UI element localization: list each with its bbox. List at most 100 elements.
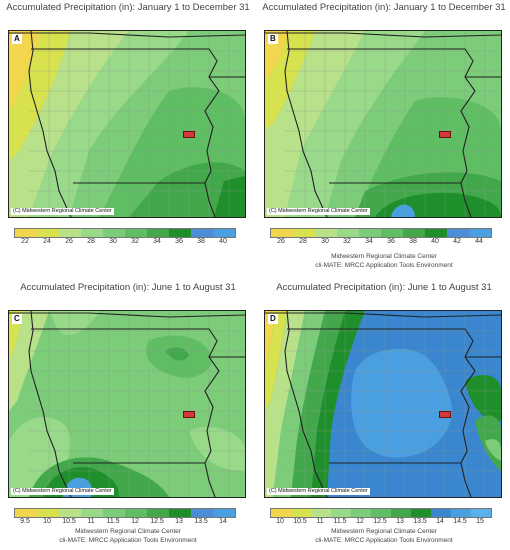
legend-swatch	[103, 229, 125, 237]
legend-tick-label: 24	[43, 238, 51, 245]
legend-swatch	[271, 229, 293, 237]
legend-swatch	[81, 509, 103, 517]
panel-title: Accumulated Precipitation (in): June 1 t…	[4, 282, 252, 293]
legend-tick-label: 14	[219, 518, 227, 525]
panel-title: Accumulated Precipitation (in): January …	[260, 2, 508, 13]
legend-swatch	[431, 509, 451, 517]
legend-swatch	[469, 229, 491, 237]
legend-swatches	[270, 228, 492, 238]
legend-swatch	[191, 229, 213, 237]
boundaries-overlay	[9, 31, 245, 217]
legend-swatch	[37, 229, 59, 237]
legend-swatch	[15, 229, 37, 237]
panel-letter: B	[268, 34, 278, 44]
legend-tick-label: 12.5	[150, 518, 164, 525]
legend-swatch	[59, 229, 81, 237]
panel-c: Accumulated Precipitation (in): June 1 t…	[4, 280, 252, 550]
location-marker	[183, 131, 195, 138]
legend-swatch	[411, 509, 431, 517]
location-marker	[183, 411, 195, 418]
precipitation-map: A (C) Midwestern Regional Climate Center	[8, 30, 246, 218]
precipitation-map: B (C) Midwestern Regional Climate Center	[264, 30, 502, 218]
legend-tick-label: 30	[109, 238, 117, 245]
legend-tick-label: 42	[453, 238, 461, 245]
legend-tick-label: 11	[316, 518, 323, 525]
legend-swatch	[471, 509, 491, 517]
legend-ticks: 26 28 30 32 34 36 38 40 42 44	[264, 238, 500, 248]
credit-line-2: cli-MATE: MRCC Application Tools Environ…	[4, 537, 252, 544]
legend-swatch	[371, 509, 391, 517]
panel-b: Accumulated Precipitation (in): January …	[260, 0, 508, 270]
legend-swatch	[169, 229, 191, 237]
legend-tick-label: 10.5	[293, 518, 307, 525]
legend-tick-label: 40	[431, 238, 439, 245]
panel-title: Accumulated Precipitation (in): January …	[4, 2, 252, 13]
legend-ticks: 10 10.5 11 11.5 12 12.5 13 13.5 14 14.5 15	[264, 518, 500, 528]
legend-tick-label: 10	[43, 518, 51, 525]
legend-tick-label: 11	[87, 518, 94, 525]
legend-tick-label: 12.5	[373, 518, 387, 525]
legend-swatch	[315, 229, 337, 237]
credit-line-1: Midwestern Regional Climate Center	[260, 528, 508, 535]
boundaries-overlay	[9, 311, 245, 497]
legend-ticks: 9.5 10 10.5 11 11.5 12 12.5 13 13.5 14	[8, 518, 244, 528]
map-copyright: (C) Midwestern Regional Climate Center	[11, 208, 114, 215]
legend-swatches	[14, 508, 236, 518]
credit-line-1: Midwestern Regional Climate Center	[4, 528, 252, 535]
legend-swatch	[311, 509, 331, 517]
map-copyright: (C) Midwestern Regional Climate Center	[267, 208, 370, 215]
legend-tick-label: 30	[321, 238, 329, 245]
map-copyright: (C) Midwestern Regional Climate Center	[11, 488, 114, 495]
precipitation-map: D (C) Midwestern Regional Climate Center	[264, 310, 502, 498]
legend-swatch	[125, 509, 147, 517]
legend-swatches	[14, 228, 236, 238]
legend-tick-label: 34	[153, 238, 161, 245]
legend-tick-label: 36	[175, 238, 183, 245]
color-legend: 22 24 26 28 30 32 34 36 38 40	[8, 228, 244, 258]
legend-swatch	[351, 509, 371, 517]
location-marker	[439, 411, 451, 418]
legend-tick-label: 13	[396, 518, 404, 525]
legend-tick-label: 12	[356, 518, 364, 525]
legend-swatch	[337, 229, 359, 237]
legend-tick-label: 32	[343, 238, 351, 245]
legend-swatch	[291, 509, 311, 517]
legend-swatch	[191, 509, 213, 517]
legend-tick-label: 44	[475, 238, 483, 245]
legend-swatch	[447, 229, 469, 237]
legend-swatch	[451, 509, 471, 517]
legend-swatches	[270, 508, 492, 518]
legend-tick-label: 28	[87, 238, 95, 245]
legend-tick-label: 26	[65, 238, 73, 245]
legend-tick-label: 10.5	[62, 518, 76, 525]
panel-a: Accumulated Precipitation (in): January …	[4, 0, 252, 270]
legend-tick-label: 12	[131, 518, 139, 525]
location-marker	[439, 131, 451, 138]
legend-tick-label: 38	[409, 238, 417, 245]
boundaries-overlay	[265, 311, 501, 497]
legend-tick-label: 26	[277, 238, 285, 245]
legend-tick-label: 40	[219, 238, 227, 245]
map-copyright: (C) Midwestern Regional Climate Center	[267, 488, 370, 495]
legend-swatch	[425, 229, 447, 237]
legend-swatch	[15, 509, 37, 517]
legend-tick-label: 9.5	[20, 518, 30, 525]
legend-tick-label: 28	[299, 238, 307, 245]
legend-tick-label: 13	[175, 518, 183, 525]
legend-tick-label: 14.5	[453, 518, 467, 525]
legend-tick-label: 15	[476, 518, 484, 525]
legend-tick-label: 34	[365, 238, 373, 245]
panel-letter: D	[268, 314, 278, 324]
legend-swatch	[169, 509, 191, 517]
legend-tick-label: 36	[387, 238, 395, 245]
legend-tick-label: 11.5	[106, 518, 119, 525]
legend-tick-label: 11.5	[333, 518, 346, 525]
legend-tick-label: 32	[131, 238, 139, 245]
legend-swatch	[271, 509, 291, 517]
legend-swatch	[403, 229, 425, 237]
legend-swatch	[213, 229, 235, 237]
boundaries-overlay	[265, 31, 501, 217]
legend-swatch	[147, 229, 169, 237]
credit-line-1: Midwestern Regional Climate Center	[260, 253, 508, 260]
panel-d: Accumulated Precipitation (in): June 1 t…	[260, 280, 508, 550]
